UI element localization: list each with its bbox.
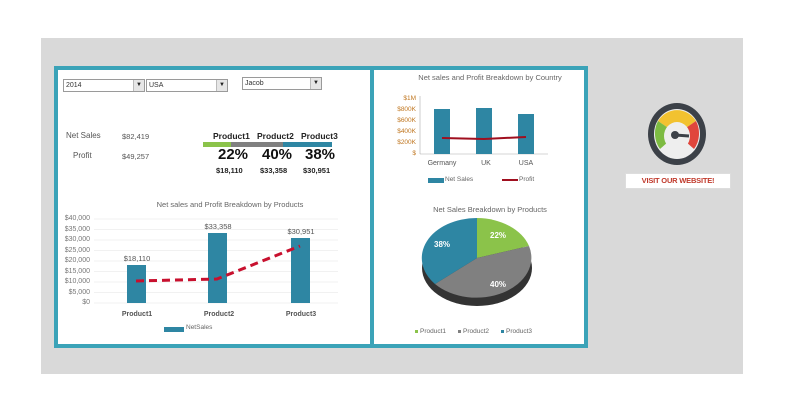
y-tick: $0 bbox=[82, 299, 90, 306]
legend-label: Product2 bbox=[463, 328, 490, 335]
pie-label: 40% bbox=[490, 280, 507, 289]
product3-header: Product3 bbox=[301, 131, 338, 141]
salesperson-dropdown[interactable]: Jacob ▼ bbox=[242, 77, 322, 90]
pie-chart-title: Net Sales Breakdown by Products bbox=[433, 205, 547, 214]
legend-label: NetSales bbox=[186, 324, 213, 331]
product1-share-segment bbox=[203, 142, 232, 147]
data-label: $18,110 bbox=[123, 254, 151, 263]
country-chart-title: Net sales and Profit Breakdown by Countr… bbox=[418, 73, 562, 82]
legend-swatch bbox=[415, 330, 418, 333]
y-tick: $400K bbox=[397, 128, 416, 135]
product3-pct: 38% bbox=[305, 146, 336, 163]
product1-pct: 22% bbox=[218, 146, 249, 163]
chevron-down-icon[interactable]: ▼ bbox=[133, 80, 144, 91]
visit-website-button[interactable]: VISIT OUR WEBSITE! bbox=[625, 173, 731, 189]
data-label: $30,951 bbox=[287, 227, 315, 236]
product3-amount: $30,951 bbox=[303, 166, 331, 175]
speedometer-icon[interactable] bbox=[646, 101, 708, 167]
pie-label: 38% bbox=[434, 240, 451, 249]
legend-label: Product3 bbox=[506, 328, 533, 335]
y-tick: $1M bbox=[403, 95, 416, 102]
legend-swatch bbox=[458, 330, 461, 333]
legend-label: Net Sales bbox=[445, 176, 474, 183]
y-tick: $25,000 bbox=[64, 246, 90, 254]
legend-swatch bbox=[428, 178, 444, 183]
year-dropdown[interactable]: 2014 ▼ bbox=[63, 79, 145, 92]
y-tick: $20,000 bbox=[64, 257, 90, 264]
product-share-bar bbox=[203, 142, 332, 147]
y-tick: $30,000 bbox=[64, 236, 90, 243]
net-sales-label: Net Sales bbox=[66, 131, 101, 140]
y-tick: $800K bbox=[397, 106, 416, 113]
products-chart-title: Net sales and Profit Breakdown by Produc… bbox=[156, 200, 304, 209]
country-dropdown[interactable]: USA ▼ bbox=[146, 79, 228, 92]
country-value: USA bbox=[149, 82, 164, 89]
profit-value: $49,257 bbox=[122, 152, 150, 161]
product1-amount: $18,110 bbox=[216, 166, 243, 175]
pie-label: 22% bbox=[490, 231, 507, 240]
product2-share-segment bbox=[231, 142, 283, 147]
chevron-down-icon[interactable]: ▼ bbox=[310, 78, 321, 89]
legend-label: Product1 bbox=[420, 328, 447, 335]
profit-label: Profit bbox=[73, 151, 92, 160]
data-label: $33,358 bbox=[204, 222, 232, 231]
product2-amount: $33,358 bbox=[260, 166, 288, 175]
y-tick: $5,000 bbox=[68, 288, 90, 296]
legend-swatch bbox=[501, 330, 504, 333]
country-chart-plot bbox=[419, 96, 548, 155]
legend-label: Profit bbox=[519, 176, 535, 183]
chevron-down-icon[interactable]: ▼ bbox=[216, 80, 227, 91]
y-tick: $200K bbox=[397, 139, 416, 146]
y-tick: $40,000 bbox=[64, 215, 90, 222]
y-tick: $10,000 bbox=[64, 278, 90, 285]
year-value: 2014 bbox=[66, 82, 82, 89]
product3-share-segment bbox=[282, 142, 332, 147]
x-label: Germany bbox=[427, 160, 457, 167]
y-tick: $ bbox=[412, 150, 416, 157]
x-label: USA bbox=[518, 160, 534, 167]
legend-swatch bbox=[502, 179, 518, 181]
y-tick: $600K bbox=[397, 117, 416, 124]
product2-pct: 40% bbox=[262, 146, 293, 163]
legend-swatch bbox=[164, 327, 184, 332]
x-label: Product1 bbox=[121, 311, 153, 318]
x-label: Product3 bbox=[285, 311, 317, 318]
x-label: Product2 bbox=[203, 311, 235, 318]
net-sales-value: $82,419 bbox=[122, 132, 150, 141]
pie-chart-plot bbox=[421, 217, 532, 306]
y-tick: $35,000 bbox=[64, 225, 90, 233]
products-chart-plot bbox=[94, 218, 338, 304]
y-tick: $15,000 bbox=[64, 267, 90, 275]
salesperson-value: Jacob bbox=[245, 80, 264, 87]
product2-header: Product2 bbox=[257, 131, 294, 141]
x-label: UK bbox=[481, 160, 491, 167]
product1-header: Product1 bbox=[213, 131, 250, 141]
